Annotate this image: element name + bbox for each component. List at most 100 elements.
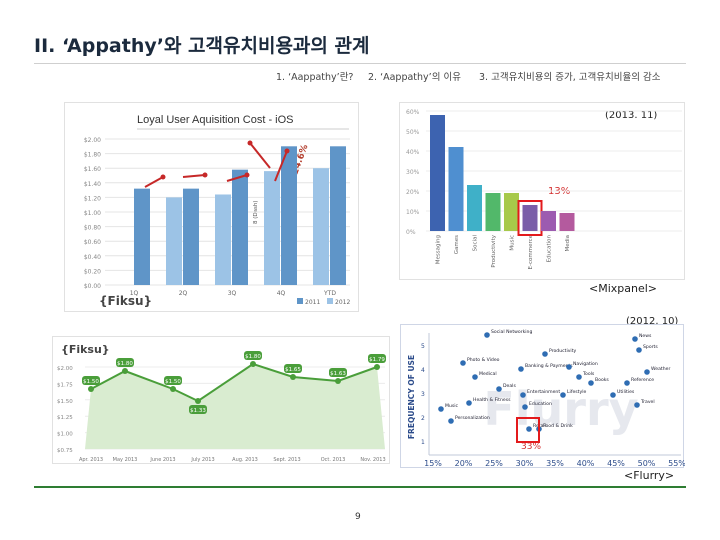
x-tick-label: 20% — [455, 459, 473, 468]
y-tick-label: $2.00 — [57, 366, 73, 372]
category-bar — [485, 193, 501, 231]
flurry-source: <Flurry> — [624, 469, 675, 482]
scatter-point — [448, 418, 454, 424]
y-tick-label: $0.00 — [84, 283, 101, 290]
trend-arrow — [274, 150, 288, 182]
y-tick-label: $0.60 — [84, 239, 101, 246]
scatter-point — [576, 374, 582, 380]
point-label: Reference — [631, 377, 654, 383]
scatter-point — [588, 380, 594, 386]
page-number: 9 — [355, 512, 361, 522]
category-bar — [541, 211, 556, 231]
trend-arrow — [249, 142, 271, 169]
y-tick-label: $0.40 — [84, 254, 101, 261]
scatter-point — [496, 386, 502, 392]
watermark: Flurry — [483, 382, 638, 436]
y-tick-label: 2 — [421, 415, 425, 422]
y-tick-label: 1 — [421, 439, 425, 446]
fiksu-ios-chart-panel: Loyal User Aquisition Cost - iOS 24.6% 8… — [64, 102, 359, 312]
fiksu-line-chart: {Fiksu} $2.00 $1.75 $1.50 $1.25 $1.00 $0.75 $1… — [57, 343, 386, 463]
x-tick-label: 30% — [516, 459, 534, 468]
point-label: Travel — [640, 399, 655, 405]
trend-arrow-head — [284, 148, 290, 154]
scatter-point — [484, 332, 490, 338]
x-tick-label: 25% — [485, 459, 503, 468]
bar-2012 — [281, 146, 297, 285]
point-label: Utilities — [617, 389, 635, 395]
x-tick-label: 40% — [577, 459, 595, 468]
nav-item-2[interactable]: 2. ‘Aappathy’의 이유 — [368, 72, 461, 83]
bar-2011 — [166, 197, 182, 285]
y-tick-label: $1.75 — [57, 382, 73, 388]
trend-arrow-head — [244, 172, 250, 178]
bar-2011 — [215, 194, 231, 285]
scatter-point — [526, 426, 532, 432]
x-tick-label: Music — [510, 235, 516, 251]
bar-2012 — [134, 188, 150, 285]
scatter-point — [624, 380, 630, 386]
legend-swatch — [327, 298, 333, 304]
flurry-y-axis-label: FREQUENCY OF USE — [407, 355, 416, 439]
x-tick-label: Nov. 2013 — [360, 457, 385, 463]
data-label-bg — [189, 405, 207, 414]
scatter-point — [522, 404, 528, 410]
x-tick-label: 3Q — [228, 290, 237, 297]
scatter-point — [472, 374, 478, 380]
point-label: Health & Fitness — [473, 397, 511, 403]
bar-2011 — [313, 168, 329, 285]
point-label: Tools — [582, 371, 595, 377]
scatter-point — [466, 400, 472, 406]
bar-2012 — [330, 146, 346, 285]
y-tick-label: 5 — [421, 343, 425, 350]
nav-item-3[interactable]: 3. 고객유치비용의 증가, 고객유치비율의 감소 — [479, 72, 661, 83]
data-label: $1.50 — [83, 379, 99, 385]
y-tick-label: $1.60 — [84, 166, 101, 173]
data-point — [88, 386, 94, 392]
data-label: $1.50 — [165, 379, 181, 385]
trend-arrow-head — [202, 172, 208, 178]
trend-arrow-head — [160, 174, 166, 180]
nav-item-1[interactable]: 1. ‘Aappathy’란? — [276, 72, 354, 83]
y-tick-label: 30% — [406, 169, 420, 176]
x-tick-label: Sept. 2013 — [273, 457, 300, 463]
x-tick-label: Media — [565, 235, 571, 252]
data-label: $1.63 — [330, 371, 346, 377]
scatter-point — [632, 336, 638, 342]
area-fill — [85, 364, 385, 449]
point-label: Books — [595, 377, 609, 383]
x-tick-label: YTD — [323, 290, 336, 297]
trend-arrow — [226, 174, 248, 182]
x-tick-label: May 2013 — [113, 457, 138, 463]
category-bar — [504, 193, 519, 231]
highlight-box — [516, 417, 540, 443]
data-label: $1.80 — [117, 361, 133, 367]
data-label-bg — [284, 364, 302, 373]
y-tick-label: $0.80 — [84, 225, 101, 232]
data-label: $1.79 — [369, 357, 385, 363]
legend-swatch — [297, 298, 303, 304]
bar-2011 — [264, 171, 280, 285]
fiksu-line-chart-panel: {Fiksu} $2.00 $1.75 $1.50 $1.25 $1.00 $0.75 $1… — [52, 336, 390, 464]
data-label-bg — [164, 376, 182, 385]
x-tick-label: 50% — [638, 459, 656, 468]
point-label: News — [639, 333, 652, 339]
data-label-bg — [82, 376, 100, 385]
x-tick-label: July 2013 — [190, 457, 214, 463]
title-divider — [34, 63, 686, 64]
scatter-point — [610, 392, 616, 398]
mixpanel-chart: (2013. 11) 13% 60%50%40%30%20%10%0%Messa… — [406, 109, 682, 270]
data-label-bg — [368, 354, 386, 363]
point-label: Food & Drink — [543, 423, 573, 429]
flurry-date: (2012. 10) — [626, 316, 679, 327]
y-tick-label: 50% — [406, 129, 420, 136]
point-label: Deals — [503, 383, 516, 389]
x-tick-label: 1Q — [130, 290, 139, 297]
scatter-point — [542, 351, 548, 357]
data-label-bg — [329, 368, 347, 377]
data-label: $1.65 — [285, 367, 301, 373]
y-tick-label: $1.80 — [84, 152, 101, 159]
legend-label: 2011 — [305, 299, 320, 306]
y-tick-label: $1.00 — [57, 432, 73, 438]
data-point — [250, 361, 256, 367]
flurry-chart-panel: FREQUENCY OF USE 33% Flurry 5 4 3 2 1 15% 20% 25… — [400, 324, 686, 468]
